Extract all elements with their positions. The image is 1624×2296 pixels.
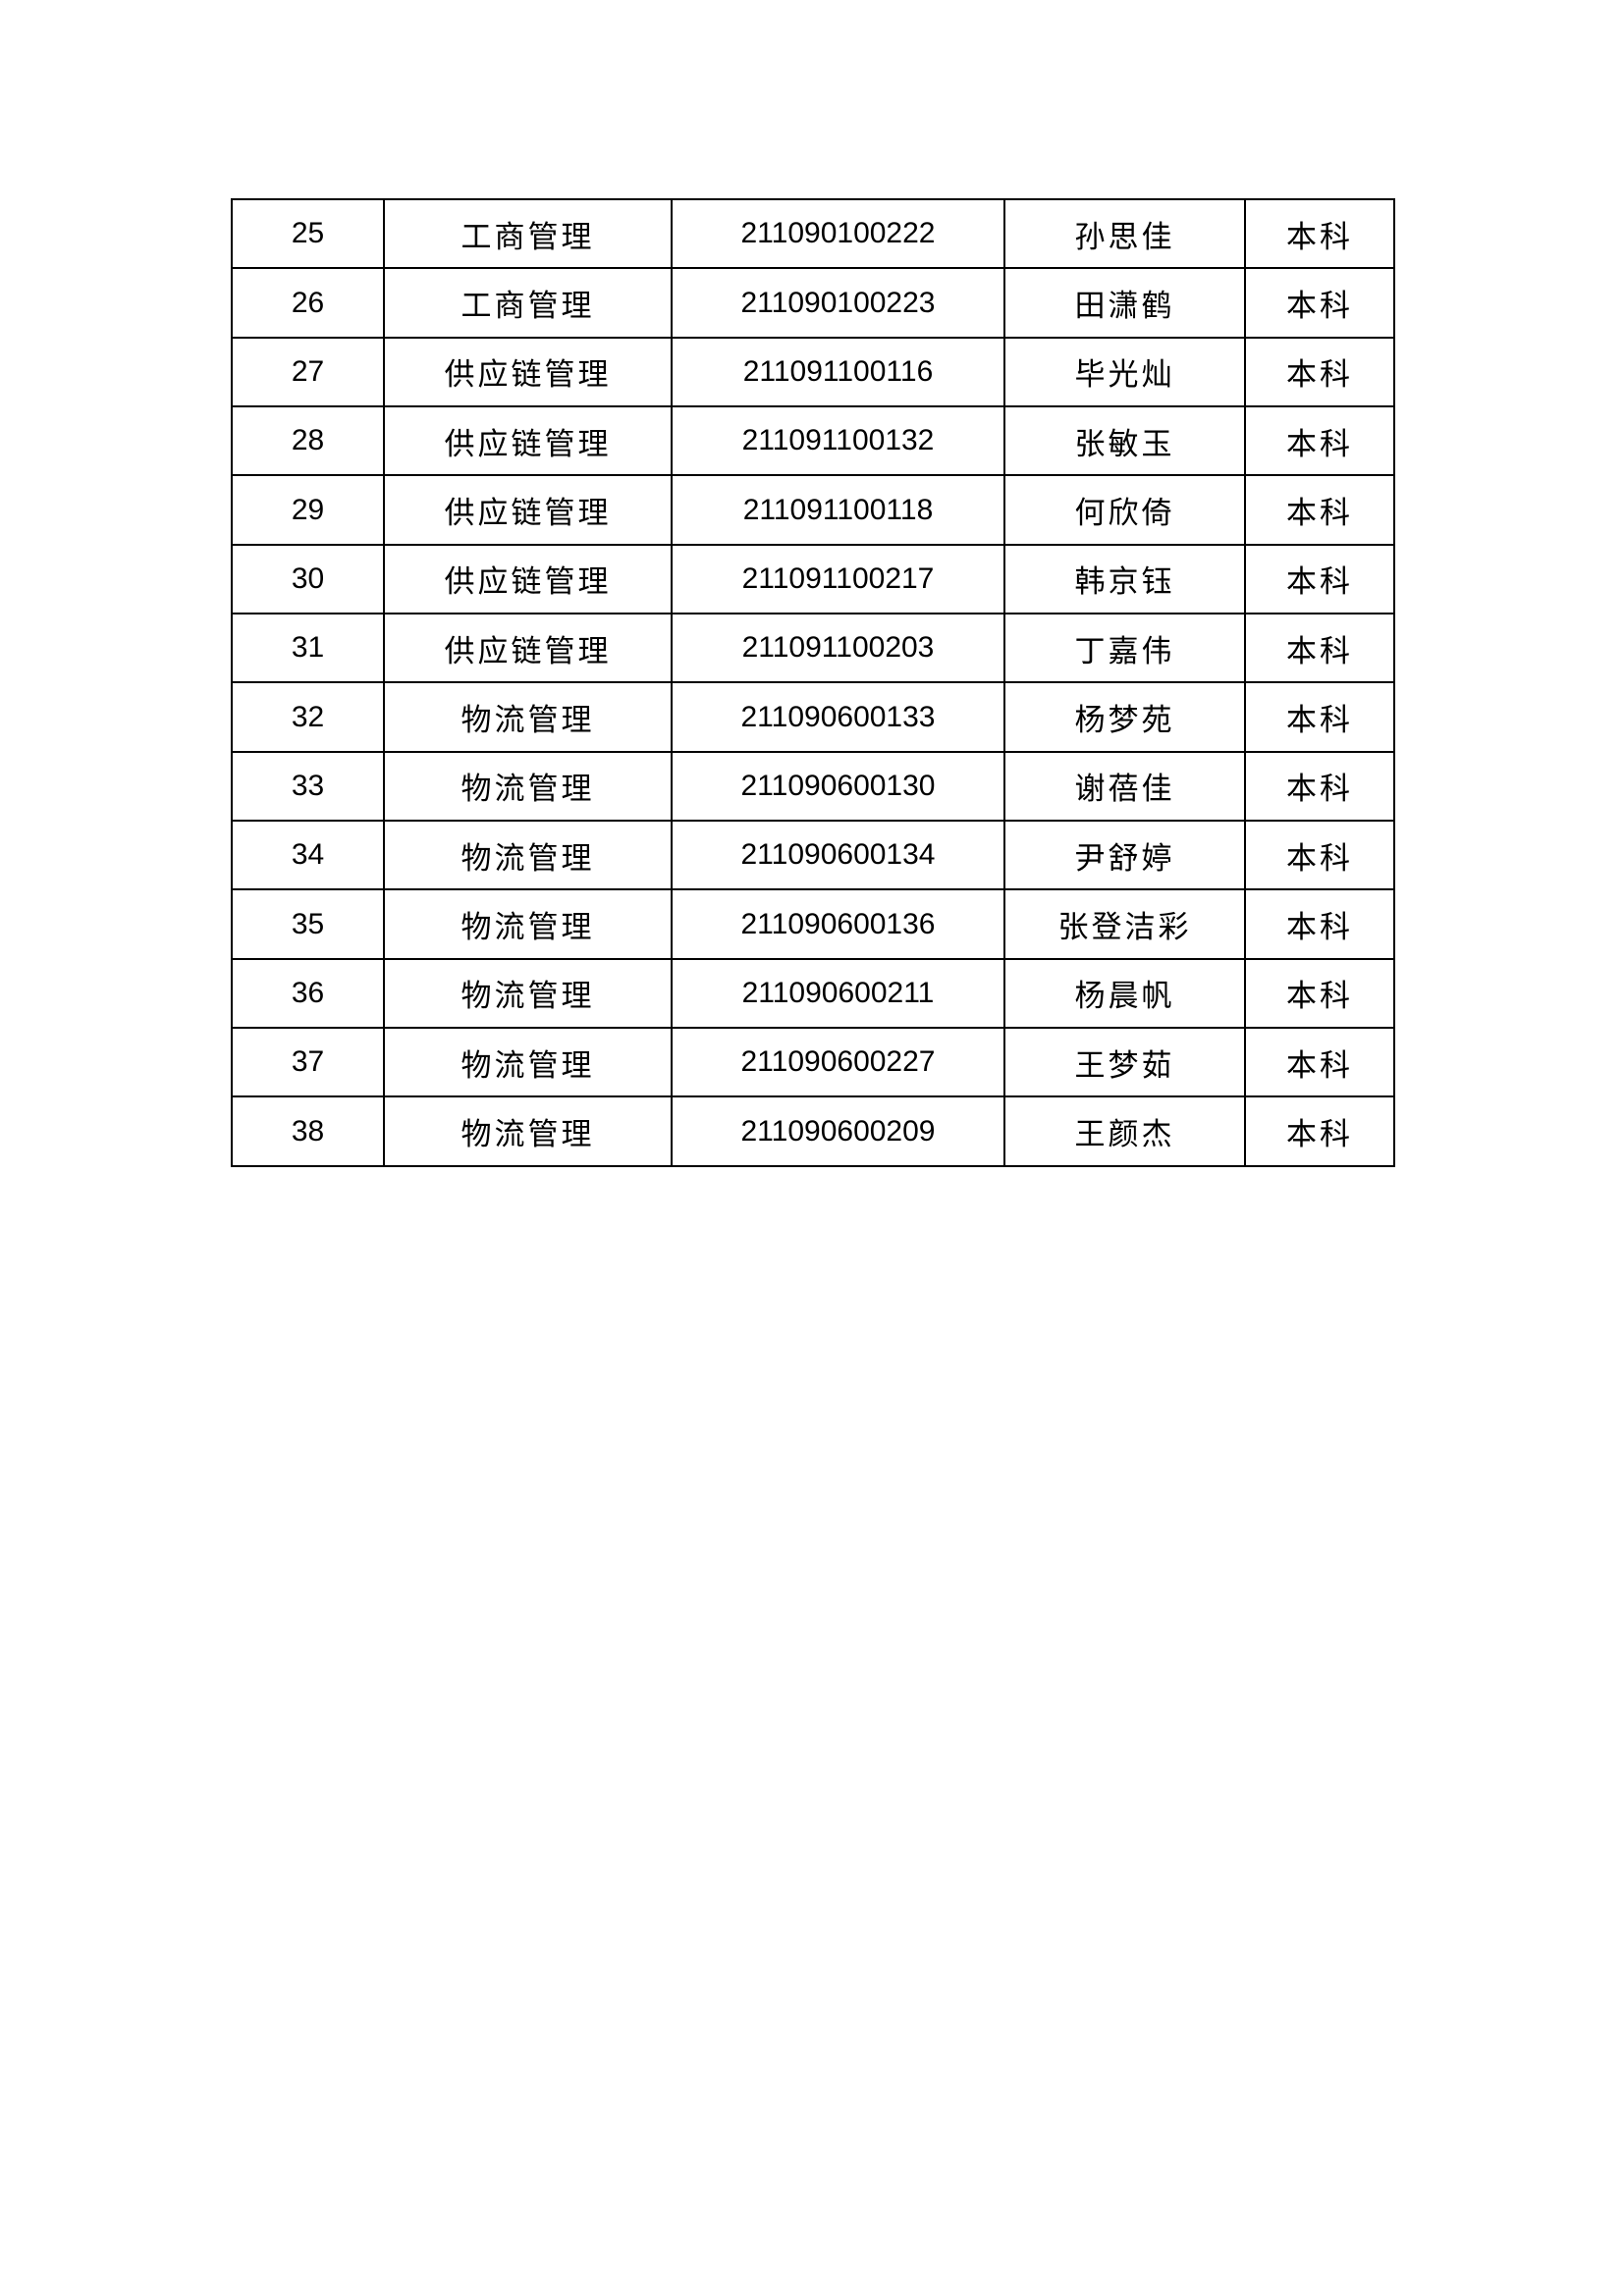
- table-row: 33 物流管理 211090600130 谢蓓佳 本科: [231, 750, 1395, 823]
- cell-name: 毕光灿: [1003, 336, 1246, 408]
- cell-student-id: 211090100222: [671, 197, 1005, 270]
- cell-level: 本科: [1244, 888, 1395, 960]
- table-row: 27 供应链管理 211091100116 毕光灿 本科: [231, 336, 1395, 408]
- cell-student-id: 211090600136: [671, 888, 1005, 960]
- table-row: 36 物流管理 211090600211 杨晨帆 本科: [231, 957, 1395, 1030]
- cell-student-id: 211090600209: [671, 1095, 1005, 1167]
- table-row: 34 物流管理 211090600134 尹舒婷 本科: [231, 820, 1395, 891]
- cell-level: 本科: [1244, 681, 1395, 753]
- cell-name: 杨晨帆: [1003, 957, 1246, 1030]
- cell-level: 本科: [1244, 474, 1395, 546]
- cell-major: 供应链管理: [383, 336, 673, 408]
- cell-name: 孙思佳: [1003, 197, 1246, 270]
- cell-student-id: 211091100118: [671, 474, 1005, 546]
- cell-student-id: 211090600134: [671, 820, 1005, 891]
- cell-student-id: 211090600227: [671, 1027, 1005, 1098]
- cell-level: 本科: [1244, 543, 1395, 615]
- cell-major: 物流管理: [383, 1027, 673, 1098]
- table-row: 28 供应链管理 211091100132 张敏玉 本科: [231, 405, 1395, 477]
- cell-name: 王颜杰: [1003, 1095, 1246, 1167]
- cell-name: 张敏玉: [1003, 405, 1246, 477]
- cell-student-id: 211091100203: [671, 613, 1005, 684]
- cell-student-id: 211090600133: [671, 681, 1005, 753]
- cell-no: 27: [231, 336, 385, 408]
- table-row: 25 工商管理 211090100222 孙思佳 本科: [231, 197, 1395, 270]
- cell-name: 何欣倚: [1003, 474, 1246, 546]
- cell-level: 本科: [1244, 1095, 1395, 1167]
- cell-no: 32: [231, 681, 385, 753]
- cell-name: 尹舒婷: [1003, 820, 1246, 891]
- cell-name: 田潇鹤: [1003, 267, 1246, 339]
- cell-major: 物流管理: [383, 750, 673, 823]
- cell-name: 丁嘉伟: [1003, 613, 1246, 684]
- cell-level: 本科: [1244, 267, 1395, 339]
- cell-no: 33: [231, 750, 385, 823]
- cell-major: 供应链管理: [383, 474, 673, 546]
- table-row: 30 供应链管理 211091100217 韩京钰 本科: [231, 543, 1395, 615]
- cell-level: 本科: [1244, 750, 1395, 823]
- cell-no: 25: [231, 197, 385, 270]
- cell-name: 王梦茹: [1003, 1027, 1246, 1098]
- cell-major: 供应链管理: [383, 543, 673, 615]
- cell-no: 31: [231, 613, 385, 684]
- cell-name: 韩京钰: [1003, 543, 1246, 615]
- cell-level: 本科: [1244, 820, 1395, 891]
- cell-major: 物流管理: [383, 820, 673, 891]
- cell-name: 杨梦苑: [1003, 681, 1246, 753]
- table-row: 32 物流管理 211090600133 杨梦苑 本科: [231, 681, 1395, 753]
- cell-major: 供应链管理: [383, 405, 673, 477]
- student-table: 25 工商管理 211090100222 孙思佳 本科 26 工商管理 21109010022…: [231, 197, 1395, 1167]
- table-row: 38 物流管理 211090600209 王颜杰 本科: [231, 1095, 1395, 1167]
- cell-major: 供应链管理: [383, 613, 673, 684]
- cell-student-id: 211090600211: [671, 957, 1005, 1030]
- cell-student-id: 211090100223: [671, 267, 1005, 339]
- cell-no: 38: [231, 1095, 385, 1167]
- cell-no: 28: [231, 405, 385, 477]
- cell-major: 工商管理: [383, 197, 673, 270]
- cell-no: 37: [231, 1027, 385, 1098]
- cell-major: 物流管理: [383, 681, 673, 753]
- table-row: 37 物流管理 211090600227 王梦茹 本科: [231, 1027, 1395, 1098]
- cell-no: 30: [231, 543, 385, 615]
- cell-major: 物流管理: [383, 1095, 673, 1167]
- cell-no: 26: [231, 267, 385, 339]
- cell-student-id: 211091100217: [671, 543, 1005, 615]
- cell-level: 本科: [1244, 336, 1395, 408]
- cell-student-id: 211091100116: [671, 336, 1005, 408]
- cell-no: 36: [231, 957, 385, 1030]
- table-row: 29 供应链管理 211091100118 何欣倚 本科: [231, 474, 1395, 546]
- table-row: 31 供应链管理 211091100203 丁嘉伟 本科: [231, 613, 1395, 684]
- cell-level: 本科: [1244, 405, 1395, 477]
- table-row: 26 工商管理 211090100223 田潇鹤 本科: [231, 267, 1395, 339]
- cell-no: 35: [231, 888, 385, 960]
- cell-no: 34: [231, 820, 385, 891]
- cell-name: 张登洁彩: [1003, 888, 1246, 960]
- cell-student-id: 211091100132: [671, 405, 1005, 477]
- cell-major: 物流管理: [383, 957, 673, 1030]
- cell-major: 工商管理: [383, 267, 673, 339]
- cell-level: 本科: [1244, 613, 1395, 684]
- table-row: 35 物流管理 211090600136 张登洁彩 本科: [231, 888, 1395, 960]
- cell-no: 29: [231, 474, 385, 546]
- cell-major: 物流管理: [383, 888, 673, 960]
- cell-level: 本科: [1244, 957, 1395, 1030]
- cell-level: 本科: [1244, 1027, 1395, 1098]
- cell-student-id: 211090600130: [671, 750, 1005, 823]
- cell-name: 谢蓓佳: [1003, 750, 1246, 823]
- student-table-body: 25 工商管理 211090100222 孙思佳 本科 26 工商管理 21109010022…: [231, 197, 1395, 1167]
- cell-level: 本科: [1244, 197, 1395, 270]
